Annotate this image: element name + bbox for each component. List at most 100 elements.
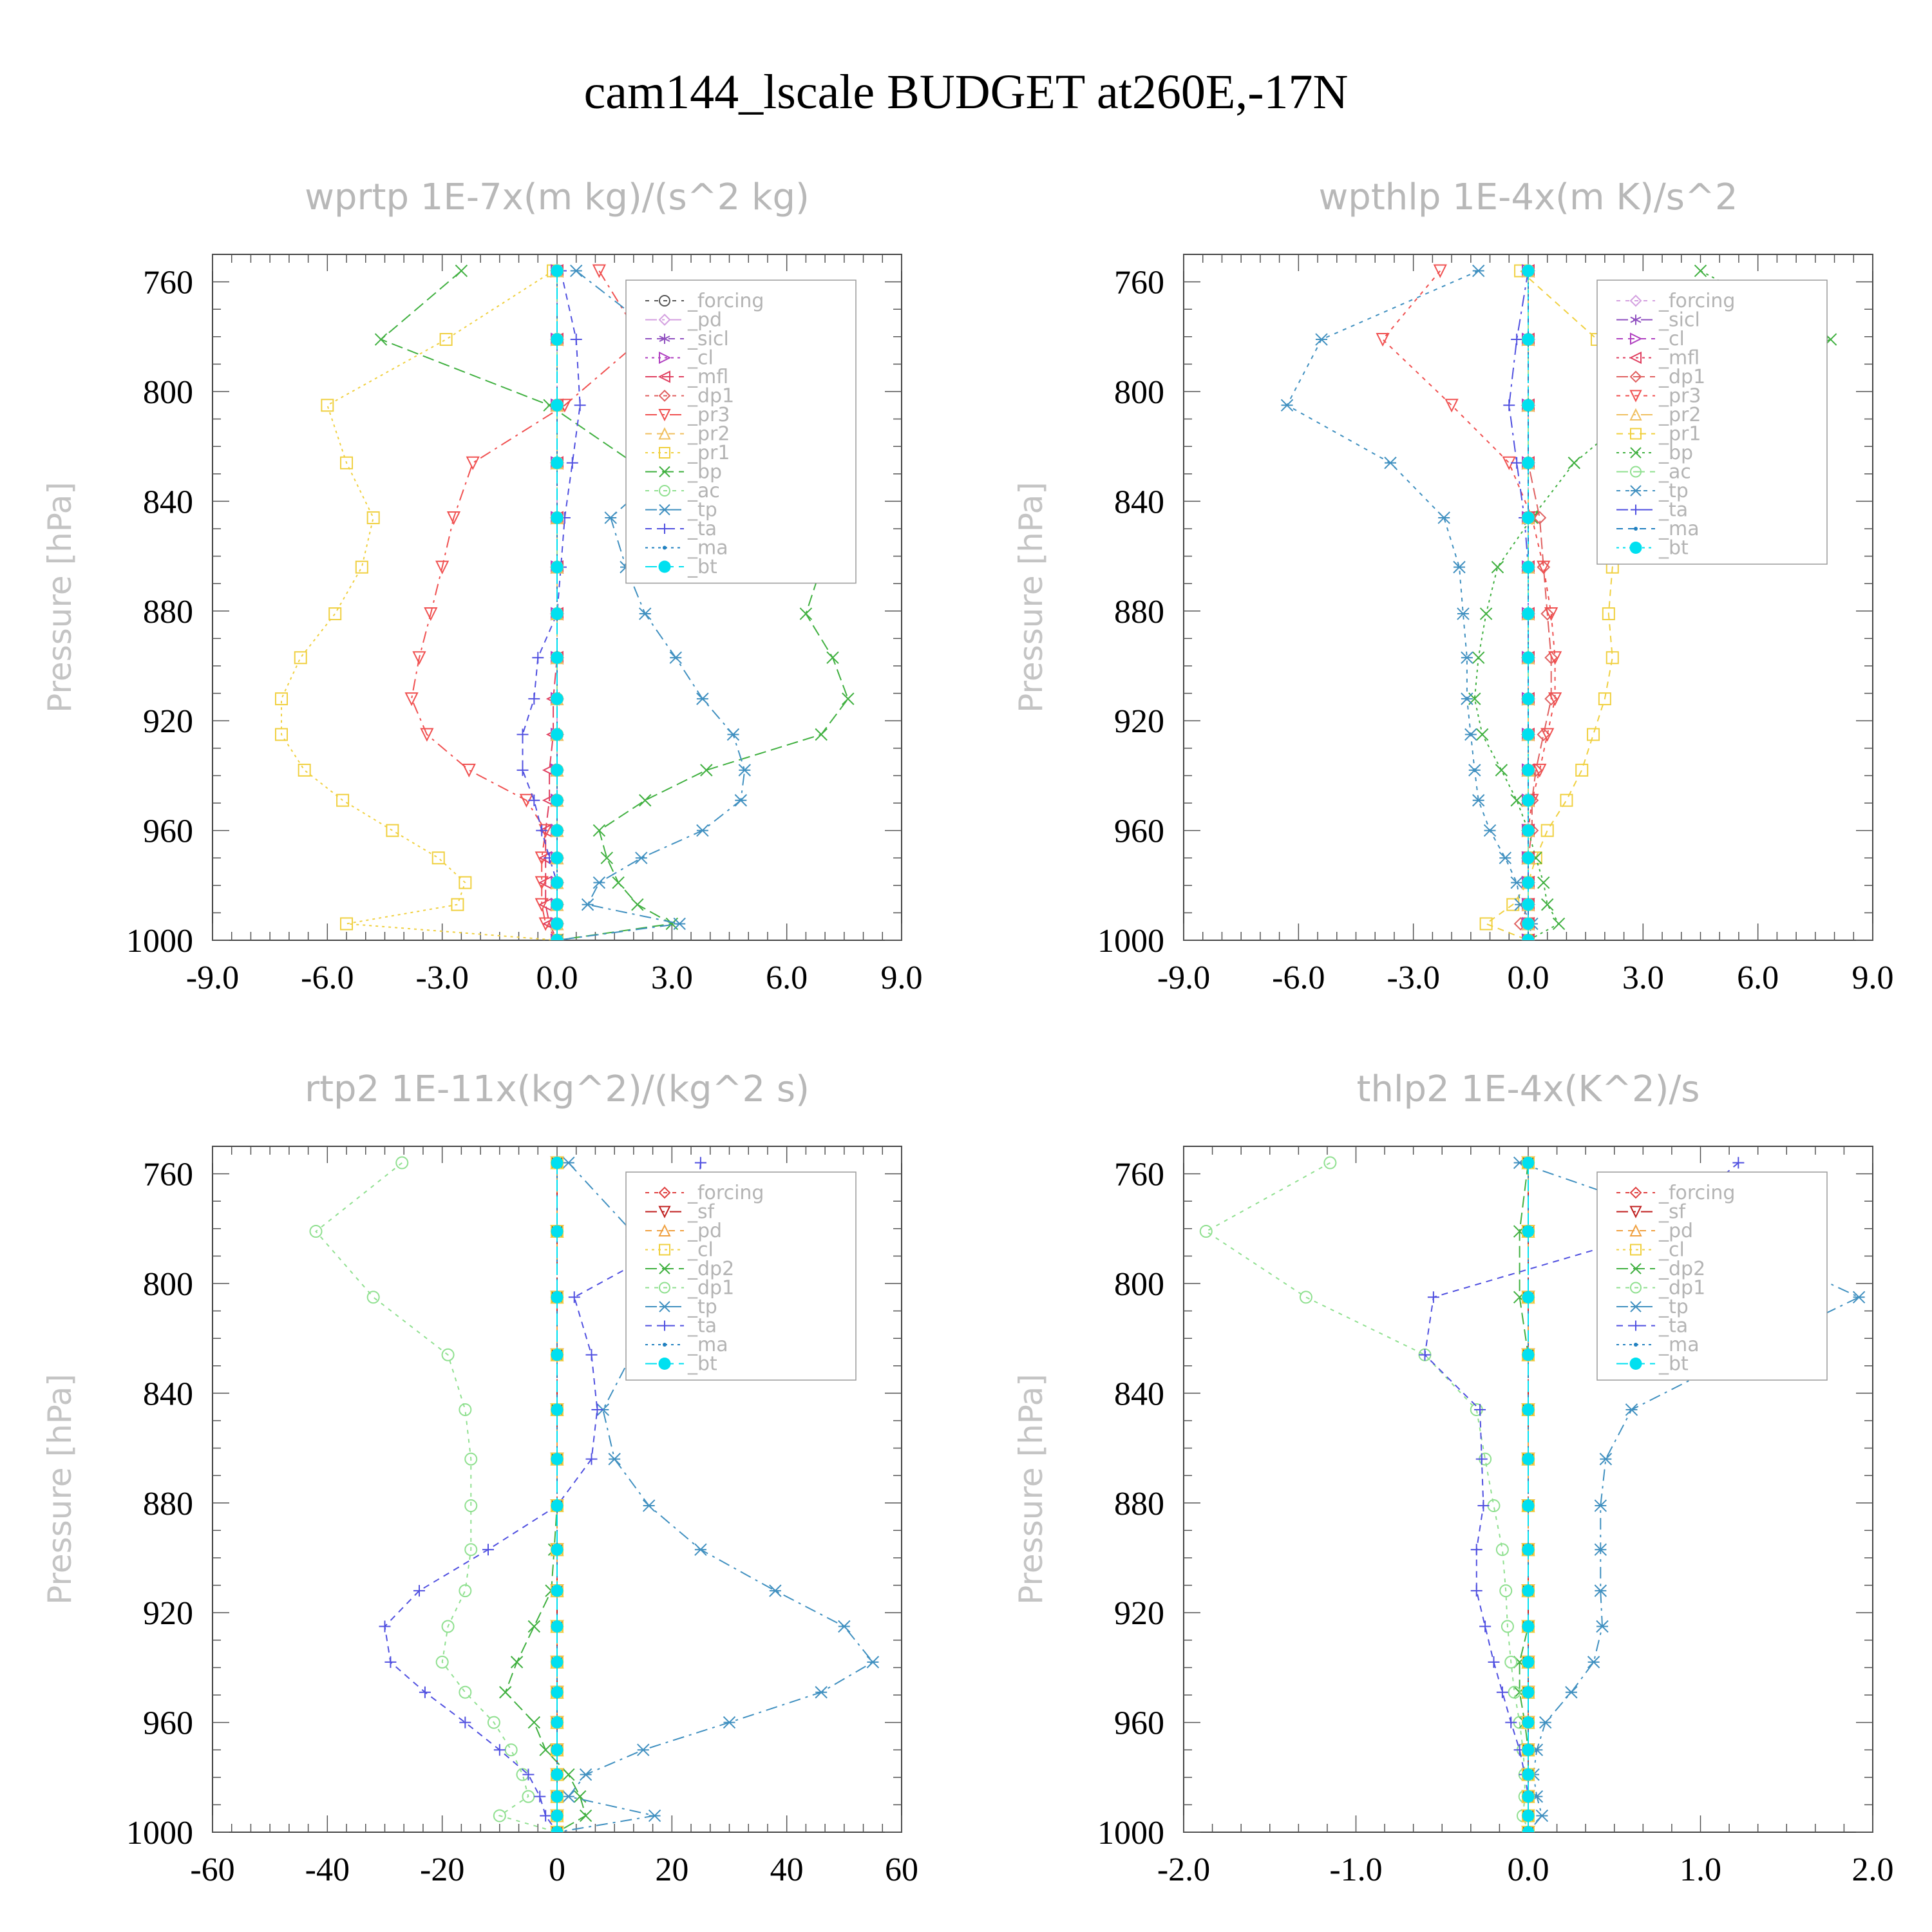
data-point — [1479, 607, 1493, 620]
data-point — [669, 651, 682, 664]
legend-marker — [658, 314, 671, 326]
y-tick-label: 800 — [1114, 1266, 1164, 1303]
legend-entry: _pr2 — [645, 423, 730, 446]
data-point — [1488, 1656, 1500, 1668]
series-pr3 — [404, 264, 649, 940]
legend-label: _bt — [687, 1353, 717, 1376]
data-point — [532, 652, 544, 664]
data-point — [386, 824, 399, 837]
y-tick-label: 1000 — [1097, 1815, 1164, 1852]
legend-label: _pr3 — [687, 404, 730, 426]
data-point — [700, 764, 713, 777]
data-point — [842, 692, 855, 705]
data-point — [551, 794, 564, 807]
data-point — [1544, 607, 1558, 621]
data-point — [1522, 457, 1535, 469]
data-point — [459, 1716, 471, 1728]
data-point — [1552, 917, 1566, 931]
legend-entry: _bp — [1616, 442, 1693, 464]
data-point — [551, 561, 564, 574]
data-point — [815, 728, 828, 741]
data-point — [1544, 650, 1558, 665]
legend-label: _ac — [1658, 461, 1691, 484]
data-point — [1522, 1543, 1535, 1556]
data-point — [1522, 1499, 1535, 1512]
data-point — [631, 898, 644, 911]
data-point — [579, 1768, 592, 1781]
x-tick-label: -1.0 — [1329, 1852, 1382, 1888]
legend-marker — [1634, 1343, 1638, 1347]
y-tick-label: 920 — [1114, 1595, 1164, 1632]
data-point — [459, 876, 472, 889]
data-point — [1560, 793, 1573, 807]
data-point — [1522, 898, 1535, 911]
legend-entry: _sf — [1616, 1201, 1687, 1224]
y-tick-label: 840 — [143, 484, 193, 520]
data-point — [1323, 1156, 1337, 1170]
data-point — [694, 1543, 707, 1556]
x-tick-label: -6.0 — [1272, 960, 1325, 996]
data-point — [510, 1656, 524, 1669]
data-point — [562, 1768, 575, 1781]
data-point — [551, 764, 564, 777]
data-point — [574, 399, 586, 412]
data-point — [866, 1656, 880, 1669]
data-point — [464, 1452, 478, 1466]
data-point — [1522, 561, 1535, 574]
legend-marker — [658, 1186, 671, 1199]
y-axis-label: Pressure [hPa] — [41, 1374, 79, 1605]
data-point — [1533, 763, 1547, 778]
data-point — [1499, 1584, 1513, 1598]
legend-label: _bt — [687, 556, 717, 578]
legend-marker — [1630, 428, 1642, 440]
data-point — [551, 1225, 564, 1238]
y-tick-label: 840 — [143, 1376, 193, 1412]
series-bp — [374, 264, 855, 940]
data-point — [1299, 1291, 1312, 1304]
data-point — [309, 1225, 323, 1238]
legend-entry: _sicl — [645, 328, 729, 350]
data-point — [1468, 764, 1481, 777]
legend-marker — [1629, 408, 1642, 421]
series-line — [1204, 1162, 1529, 1832]
panel-title: wprtp 1E-7x(m kg)/(s^2 kg) — [305, 176, 810, 218]
legend-entry: _pr3 — [1616, 385, 1701, 408]
data-point — [1522, 1656, 1535, 1669]
data-point — [551, 511, 564, 524]
data-point — [612, 876, 625, 889]
legend-label: _forcing — [687, 290, 764, 312]
data-point — [1376, 333, 1390, 347]
data-point — [551, 333, 564, 346]
legend-entry: _ta — [645, 518, 717, 540]
data-point — [1522, 1157, 1535, 1170]
legend: _forcing_pd_sicl_cl_mfl_dp1_pr3_pr2_pr1_… — [625, 279, 857, 584]
series-line — [1286, 270, 1533, 940]
data-point — [1461, 651, 1473, 664]
series-line — [1520, 270, 1552, 940]
data-point — [528, 794, 540, 806]
data-point — [1541, 898, 1554, 911]
x-tick-label: 1.0 — [1680, 1852, 1721, 1888]
data-point — [451, 898, 464, 911]
legend-entry: _pd — [1616, 1220, 1693, 1242]
legend-entry: _dp1 — [1616, 366, 1705, 388]
data-point — [420, 728, 434, 742]
legend: _forcing_sf_pd_cl_dp2_dp1_tp_ta_ma_bt — [1596, 1171, 1828, 1381]
data-point — [1522, 1225, 1535, 1238]
legend-entry: _tp — [1616, 480, 1689, 502]
data-point — [551, 607, 564, 620]
legend-marker — [659, 504, 670, 516]
legend-entry: _ma — [645, 1334, 728, 1356]
legend-marker — [659, 1263, 670, 1274]
legend-label: _pr1 — [687, 442, 730, 464]
data-point — [1522, 607, 1535, 620]
legend-entry: _cl — [645, 347, 714, 370]
data-point — [1594, 1584, 1607, 1597]
legend-label: _forcing — [1658, 1182, 1735, 1204]
y-tick-label: 1000 — [126, 923, 193, 960]
legend-label: _pd — [687, 309, 722, 332]
data-point — [769, 1584, 782, 1597]
x-tick-label: -6.0 — [301, 960, 354, 996]
panels: wprtp 1E-7x(m kg)/(s^2 kg) Pressure [hPa]… — [41, 176, 1894, 1888]
data-point — [1732, 1157, 1745, 1169]
